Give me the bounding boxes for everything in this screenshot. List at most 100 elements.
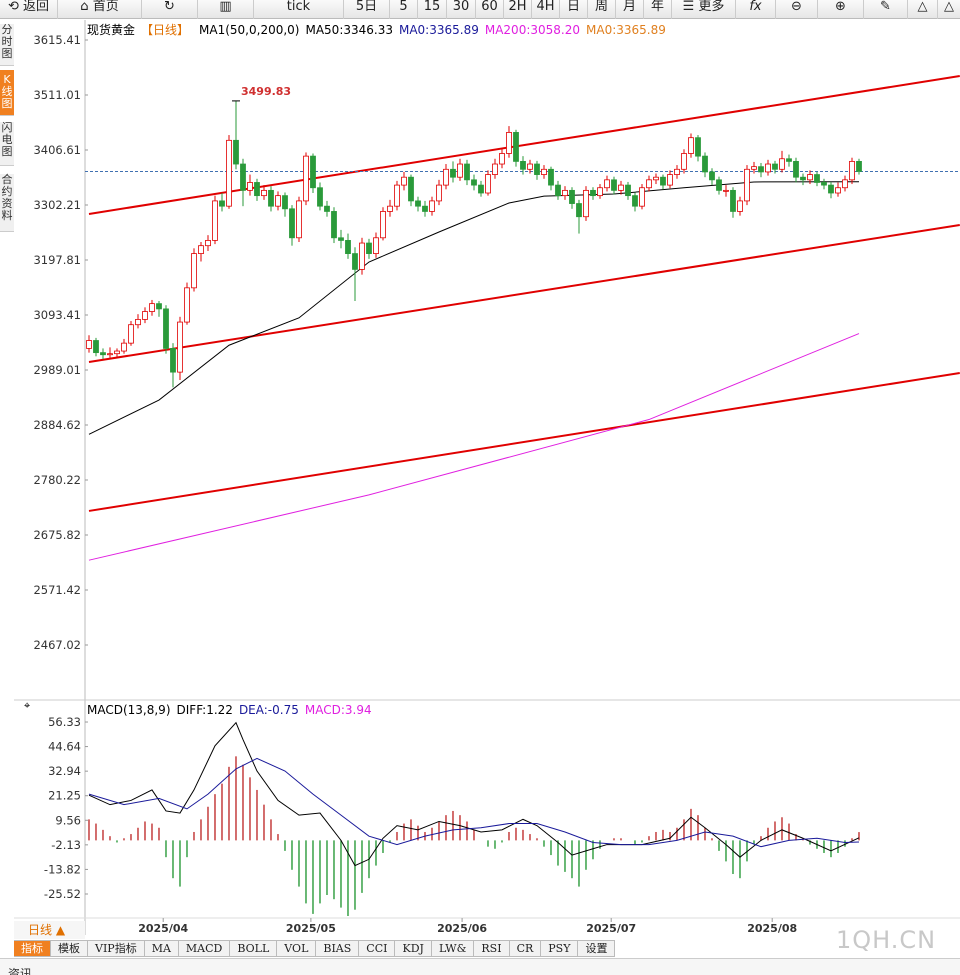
candle-body <box>786 158 792 162</box>
shape-button[interactable]: △ <box>944 0 954 14</box>
indicator-tabs: 指标 模板 VIP指标 MA MACD BOLL VOL BIAS CCI KDJ LW& RSI CR… <box>14 940 616 957</box>
period-selector[interactable]: 日线 ▲ <box>14 921 85 939</box>
candle-body <box>492 163 498 175</box>
x-tick-label: 2025/08 <box>747 922 797 935</box>
candle-body <box>779 158 785 170</box>
indicator-tab[interactable]: CR <box>509 940 542 957</box>
candle-body <box>373 237 379 254</box>
indicator-tab[interactable]: BOLL <box>230 940 278 957</box>
sidebar-tab[interactable]: 闪电图 <box>0 122 14 166</box>
indicator-tab[interactable]: PSY <box>541 940 579 957</box>
candle-body <box>170 348 176 373</box>
footer-bar: 资讯 <box>0 958 960 975</box>
legend-item: MA50:3346.33 <box>305 23 393 37</box>
candle-body <box>107 353 113 356</box>
indicator-tab[interactable]: VIP指标 <box>88 940 145 957</box>
candle-body <box>513 132 519 162</box>
footer-tab[interactable]: 资讯 <box>8 967 33 975</box>
candle-body <box>247 182 253 191</box>
candle-body <box>744 168 750 202</box>
candle-body <box>436 184 442 202</box>
y-tick-label: 3302.21 <box>33 198 81 212</box>
candle-body <box>261 189 267 197</box>
indicator-tab[interactable]: 模板 <box>51 940 88 957</box>
zoom-out-button[interactable]: ⊖ <box>776 0 818 19</box>
settings-icon[interactable]: ⌖ <box>24 699 30 712</box>
indicator-tab[interactable]: RSI <box>474 940 510 957</box>
candle-body <box>156 303 162 310</box>
period-button[interactable]: 5日 <box>344 0 390 19</box>
candle-body <box>135 319 141 326</box>
x-tick-label: 2025/07 <box>586 922 636 935</box>
candle-body <box>541 168 547 175</box>
indicator-tab[interactable]: 指标 <box>14 940 51 957</box>
home-button[interactable]: ⌂ 首页 <box>58 0 142 19</box>
candle-body <box>422 205 428 212</box>
y-tick-label: 2884.62 <box>33 418 81 432</box>
label: 更多 <box>698 0 725 14</box>
candle-body <box>800 176 806 181</box>
period-button[interactable]: 60 <box>476 0 504 19</box>
tick-button[interactable]: tick <box>254 0 344 19</box>
legend-indicator: MA1(50,0,200,0) <box>199 23 300 37</box>
legend-title: MACD(13,8,9) <box>87 703 171 717</box>
candle-body <box>149 303 155 312</box>
indicator-tab[interactable]: CCI <box>359 940 396 957</box>
period-button[interactable]: 年 <box>644 0 672 19</box>
indicator-tab[interactable]: MACD <box>178 940 231 957</box>
candle-body <box>793 160 799 178</box>
sidebar-tab[interactable]: 分时图 <box>0 24 14 66</box>
period-button[interactable]: 日 <box>560 0 588 19</box>
candle-body <box>667 174 673 186</box>
period-button[interactable]: 2H <box>504 0 532 19</box>
legend-period: 【日线】 <box>141 23 190 37</box>
period-button[interactable]: 4H <box>532 0 560 19</box>
candle-body <box>772 163 778 170</box>
indicator-tab[interactable]: MA <box>144 940 179 957</box>
more-button[interactable]: ☰ 更多 <box>672 0 736 19</box>
candle-body <box>310 155 316 189</box>
period-button[interactable]: 15 <box>418 0 447 19</box>
indicator-tab[interactable]: BIAS <box>316 940 360 957</box>
candle-body <box>653 176 659 181</box>
period-button[interactable]: 30 <box>447 0 476 19</box>
sidebar-tab[interactable]: 合约资料 <box>0 174 14 232</box>
y-tick-label: -2.13 <box>51 838 81 852</box>
period-button[interactable]: 5 <box>390 0 418 19</box>
legend-item: MA0:3365.89 <box>586 23 666 37</box>
candle-body <box>394 184 400 207</box>
candle-body <box>443 168 449 186</box>
sidebar-tab[interactable]: K线图 <box>0 70 14 116</box>
candle-body <box>338 237 344 241</box>
candle-body <box>317 187 323 207</box>
y-tick-label: 21.25 <box>48 789 81 803</box>
period-button[interactable]: 周 <box>588 0 616 19</box>
fx-button[interactable]: fx <box>736 0 776 19</box>
period-button[interactable]: 月 <box>616 0 644 19</box>
zoom-in-button[interactable]: ⊕ <box>818 0 864 19</box>
refresh-button[interactable]: ↻ <box>142 0 198 19</box>
candle-body <box>303 155 309 202</box>
candle-body <box>499 153 505 165</box>
chart-button[interactable]: ▥ <box>198 0 254 19</box>
indicator-tab[interactable]: KDJ <box>395 940 432 957</box>
indicator-tab[interactable]: 设置 <box>578 940 616 957</box>
candle-body <box>821 182 827 186</box>
y-tick-label: 3511.01 <box>33 88 81 102</box>
candle-body <box>86 340 92 349</box>
candle-body <box>618 184 624 191</box>
candle-body <box>366 242 372 254</box>
candle-body <box>128 324 134 344</box>
candle-body <box>142 311 148 320</box>
candle-body <box>716 179 722 191</box>
shape-button[interactable]: △ <box>908 0 938 19</box>
indicator-tab[interactable]: LW& <box>431 940 475 957</box>
back-button[interactable]: ⟲ 返回 <box>0 0 58 19</box>
y-tick-label: 3406.61 <box>33 143 81 157</box>
line <box>88 333 860 561</box>
indicator-tab[interactable]: VOL <box>277 940 317 957</box>
candle-body <box>730 189 736 212</box>
draw-button[interactable]: ✎ <box>864 0 908 19</box>
candle-body <box>380 211 386 239</box>
candle-body <box>639 187 645 207</box>
